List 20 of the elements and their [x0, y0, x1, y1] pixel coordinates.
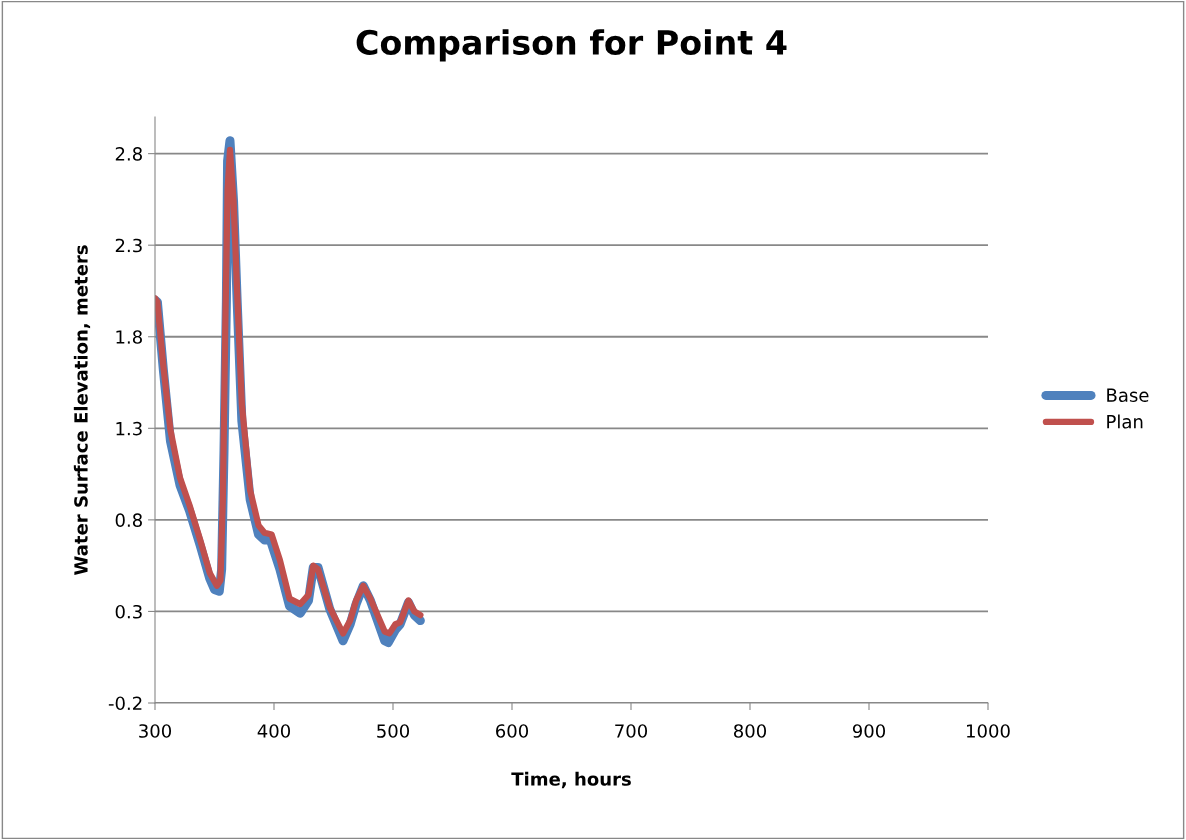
x-tick-label: 600 — [496, 724, 529, 738]
x-tick-label: 700 — [615, 724, 648, 738]
y-tick-label: 2.3 — [115, 238, 142, 253]
x-axis-title: Time, hours — [511, 771, 631, 789]
x-tick-label: 500 — [377, 724, 410, 738]
x-tick-label: 1000 — [967, 724, 1010, 738]
y-tick-label: 1.8 — [116, 330, 142, 344]
y-tick-label: 1.3 — [116, 421, 142, 436]
x-tick-label: 900 — [852, 724, 886, 738]
chart-title: Comparison for Point 4 — [356, 29, 787, 62]
x-tick-label: 400 — [257, 724, 291, 738]
legend-label: Plan — [1107, 414, 1143, 429]
y-tick-label: 0.3 — [115, 604, 142, 619]
x-tick-label: 800 — [733, 724, 767, 738]
y-tick-label: 0.8 — [115, 513, 142, 527]
x-tick-label: 300 — [139, 724, 172, 738]
y-tick-label: -0.2 — [108, 696, 142, 711]
y-axis-title: Water Surface Elevation, meters — [73, 245, 91, 575]
legend-label: Base — [1107, 388, 1149, 402]
y-tick-label: 2.8 — [115, 147, 142, 161]
